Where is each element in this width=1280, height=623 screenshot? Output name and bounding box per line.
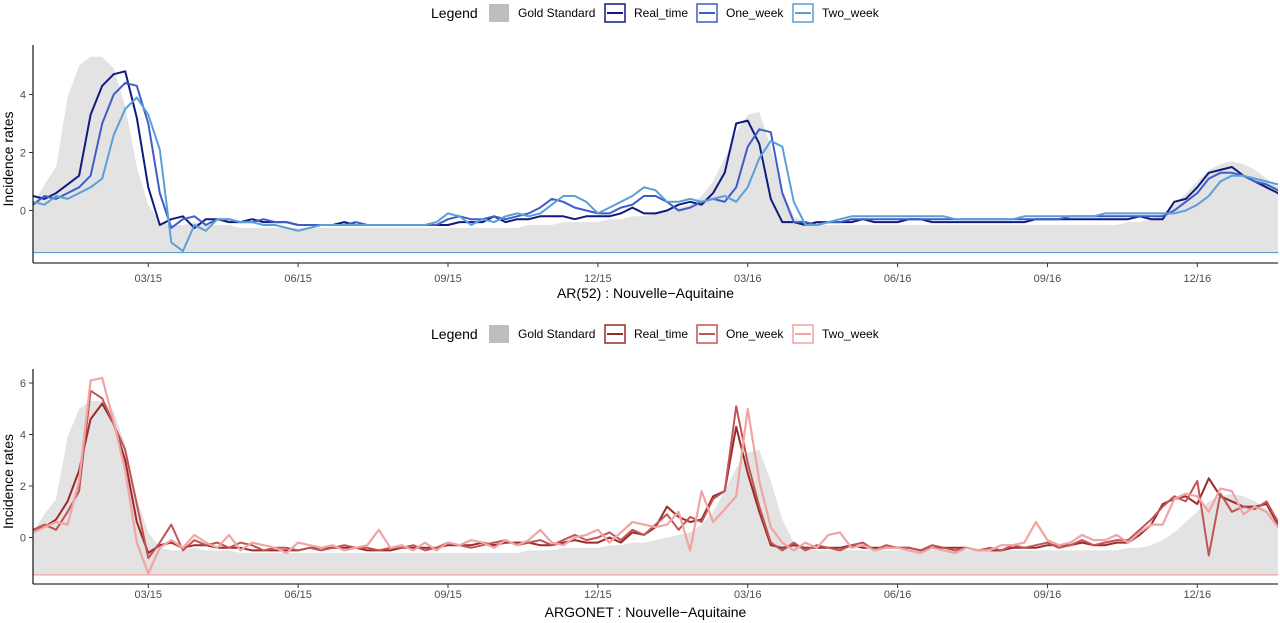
x-tick-label: 09/15 <box>434 273 462 285</box>
legend-label-real-time: Real_time <box>634 6 688 20</box>
legend: Legend Gold Standard Real_time One_week Two_… <box>431 324 880 344</box>
y-tick-label: 2 <box>20 481 26 493</box>
legend-key-gold-standard <box>489 325 509 343</box>
y-tick-label: 0 <box>20 533 26 545</box>
chart-panel-1: Legend Gold Standard Real_time One_week Two_… <box>0 3 1278 301</box>
x-tick-label: 03/15 <box>135 589 163 601</box>
legend-label-real-time: Real_time <box>634 327 688 341</box>
gold-standard-area <box>33 401 1278 575</box>
chart-panel-2: Legend Gold Standard Real_time One_week Two_… <box>0 324 1278 620</box>
x-tick-label: 12/16 <box>1184 589 1212 601</box>
x-tick-label: 09/15 <box>434 589 462 601</box>
legend: Legend Gold Standard Real_time One_week Two_… <box>431 3 880 23</box>
x-tick-label: 12/15 <box>584 273 612 285</box>
x-tick-label: 06/15 <box>284 589 312 601</box>
y-tick-label: 0 <box>20 206 26 218</box>
x-tick-label: 06/16 <box>884 589 912 601</box>
series-line-one-week <box>33 81 1278 229</box>
series-line-one-week <box>33 389 1278 560</box>
x-tick-label: 09/16 <box>1034 273 1062 285</box>
series-line-real-time <box>33 402 1278 554</box>
y-axis-title: Incidence rates <box>0 112 16 207</box>
legend-label-one-week: One_week <box>726 6 784 20</box>
legend-label-two-week: Two_week <box>822 6 880 20</box>
y-tick-label: 2 <box>20 148 26 160</box>
x-tick-label: 06/16 <box>884 273 912 285</box>
x-tick-label: 09/16 <box>1034 589 1062 601</box>
legend-title: Legend <box>431 5 478 21</box>
x-tick-label: 12/15 <box>584 589 612 601</box>
legend-label-two-week: Two_week <box>822 327 880 341</box>
series-line-two-week <box>33 376 1278 575</box>
x-tick-label: 03/16 <box>734 273 762 285</box>
x-axis-title: AR(52) : Nouvelle−Aquitaine <box>557 285 734 301</box>
legend-label-one-week: One_week <box>726 327 784 341</box>
legend-label-gold-standard: Gold Standard <box>518 327 595 341</box>
series-line-real-time <box>33 70 1278 229</box>
legend-title: Legend <box>431 326 478 342</box>
y-tick-label: 6 <box>20 378 26 390</box>
legend-label-gold-standard: Gold Standard <box>518 6 595 20</box>
legend-key-gold-standard <box>489 4 509 22</box>
gold-standard-area <box>33 56 1278 253</box>
x-tick-label: 03/15 <box>135 273 163 285</box>
y-tick-label: 4 <box>20 90 26 102</box>
x-tick-label: 12/16 <box>1184 273 1212 285</box>
x-axis-title: ARGONET : Nouvelle−Aquitaine <box>545 604 747 620</box>
y-axis-title: Incidence rates <box>0 434 16 529</box>
y-tick-label: 4 <box>20 430 26 442</box>
series-line-two-week <box>33 96 1278 253</box>
x-tick-label: 03/16 <box>734 589 762 601</box>
x-tick-label: 06/15 <box>284 273 312 285</box>
